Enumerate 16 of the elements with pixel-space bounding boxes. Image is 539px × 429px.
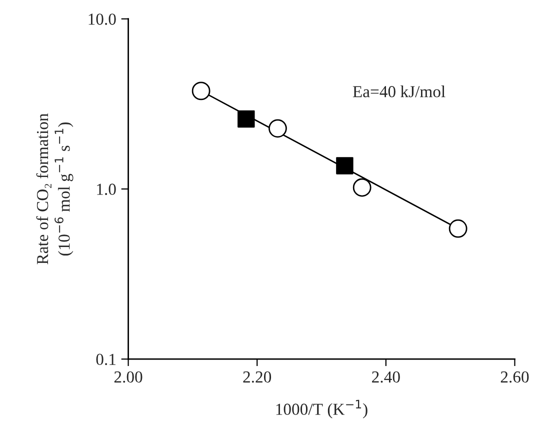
point: [268, 119, 287, 138]
point: [448, 219, 468, 238]
annotation: Ea=40 kJ/mol: [352, 86, 446, 98]
x-tick-label: 2.60: [500, 371, 529, 383]
point: [238, 110, 255, 128]
x-axis-title: 1000/T (K$^{−1}$): [276, 400, 368, 418]
point: [192, 82, 210, 100]
x-tick-label: 2.00: [114, 371, 142, 383]
point: [336, 157, 354, 174]
point: [352, 178, 372, 197]
x-tick-label: 2.40: [372, 371, 400, 383]
y-axis-title: Rate of CO₂ formation (10$^{−6}$ mol g$^{−1}$ s$^{−1}$): [36, 113, 74, 264]
y-tick-label: 1.0: [97, 184, 116, 195]
y-tick-label: 10.0: [88, 14, 116, 25]
y-tick-label: 0.1: [96, 354, 116, 366]
x-tick-label: 2.20: [243, 371, 272, 383]
